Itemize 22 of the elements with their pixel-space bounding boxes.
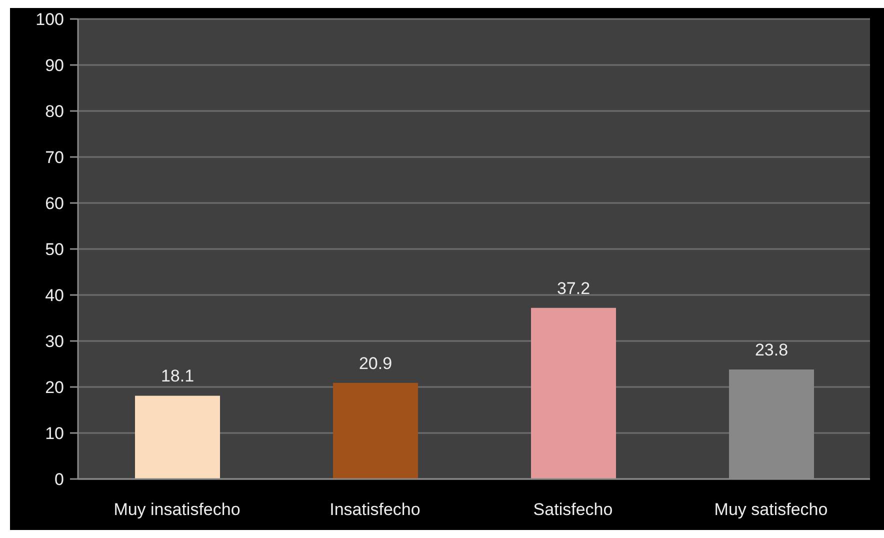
x-tick-label: Insatisfecho [330,500,420,520]
y-tick-label: 60 [45,194,64,214]
x-tick-label: Satisfecho [533,500,613,520]
y-tick-label: 30 [45,332,64,352]
y-tick-label: 40 [45,286,64,306]
y-tick-label: 80 [45,102,64,122]
y-tick-label: 20 [45,378,64,398]
y-tick-label: 100 [36,10,64,30]
bar [531,308,616,479]
data-label: 37.2 [556,278,590,298]
x-tick-label: Muy insatisfecho [114,500,240,520]
bar [333,382,418,479]
y-tick-label: 90 [45,56,64,76]
y-tick-label: 70 [45,148,64,168]
data-label: 23.8 [754,340,788,360]
y-tick-label: 50 [45,240,64,260]
x-tick-label: Muy satisfecho [714,500,828,520]
y-tick-label: 10 [45,424,64,444]
bar [135,396,220,479]
data-label: 18.1 [160,366,194,386]
data-label: 20.9 [358,354,392,373]
y-tick-label: 0 [54,470,64,490]
